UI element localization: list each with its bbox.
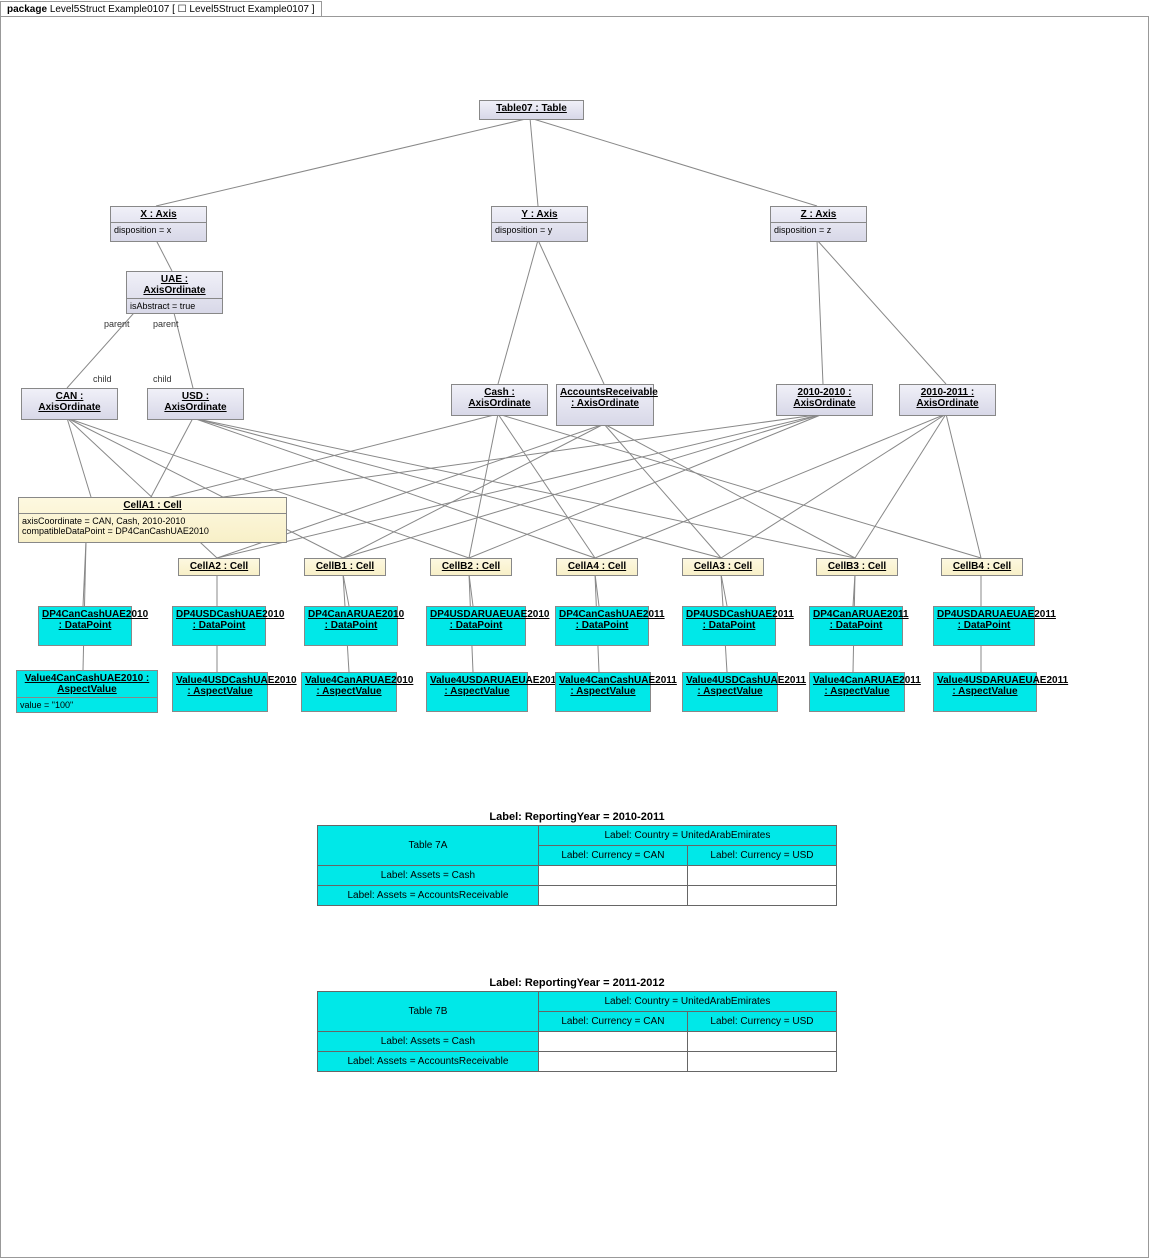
diagram-canvas: Table07 : Table X : Axisdisposition = x Y … <box>0 16 1149 1258</box>
node-cB2: CellB2 : Cell <box>430 558 512 576</box>
label-child: child <box>93 374 112 384</box>
table-7a-name: Table 7A <box>318 826 539 866</box>
node-cB4: CellB4 : Cell <box>941 558 1023 576</box>
table-7a-country: Label: Country = UnitedArabEmirates <box>538 826 836 846</box>
table-7a-caption: Label: ReportingYear = 2010-2011 <box>317 811 837 823</box>
package-tab: package Level5Struct Example0107 [ ☐ Lev… <box>0 1 322 17</box>
node-dp6: DP4USDCashUAE2011 : DataPoint <box>682 606 776 646</box>
node-z: Z : Axisdisposition = z <box>770 206 867 242</box>
node-cA2: CellA2 : Cell <box>178 558 260 576</box>
table-7b-cash: Label: Assets = Cash <box>318 1032 539 1052</box>
node-cB1: CellB1 : Cell <box>304 558 386 576</box>
node-av8: Value4USDARUAEUAE2011 : AspectValue <box>933 672 1037 712</box>
node-cA4: CellA4 : Cell <box>556 558 638 576</box>
node-x: X : Axisdisposition = x <box>110 206 207 242</box>
node-ar: AccountsReceivable : AxisOrdinate <box>556 384 654 426</box>
table-7b-cell <box>687 1052 836 1072</box>
node-cash: Cash : AxisOrdinate <box>451 384 548 416</box>
node-av3: Value4CanARUAE2010 : AspectValue <box>301 672 397 712</box>
table-7a-cell <box>538 866 687 886</box>
table-7b-cell <box>538 1052 687 1072</box>
node-p10: 2010-2010 : AxisOrdinate <box>776 384 873 416</box>
node-dp8: DP4USDARUAEUAE2011 : DataPoint <box>933 606 1035 646</box>
node-av6: Value4USDCashUAE2011 : AspectValue <box>682 672 778 712</box>
table-7b-can: Label: Currency = CAN <box>538 1012 687 1032</box>
table-7b-cell <box>538 1032 687 1052</box>
node-dp4: DP4USDARUAEUAE2010 : DataPoint <box>426 606 526 646</box>
table-7a-cell <box>687 886 836 906</box>
node-dp1: DP4CanCashUAE2010 : DataPoint <box>38 606 132 646</box>
node-av2: Value4USDCashUAE2010 : AspectValue <box>172 672 268 712</box>
node-dp5: DP4CanCashUAE2011 : DataPoint <box>555 606 649 646</box>
table-7a-usd: Label: Currency = USD <box>687 846 836 866</box>
node-dp2: DP4USDCashUAE2010 : DataPoint <box>172 606 266 646</box>
node-cA1: CellA1 : CellaxisCoordinate = CAN, Cash,… <box>18 497 287 543</box>
table-7b-cell <box>687 1032 836 1052</box>
node-dp3: DP4CanARUAE2010 : DataPoint <box>304 606 398 646</box>
node-av1: Value4CanCashUAE2010 : AspectValuevalue … <box>16 670 158 713</box>
table-7b-usd: Label: Currency = USD <box>687 1012 836 1032</box>
table-7a-cash: Label: Assets = Cash <box>318 866 539 886</box>
node-av5: Value4CanCashUAE2011 : AspectValue <box>555 672 651 712</box>
table-7b: Label: ReportingYear = 2011-2012 Table 7… <box>317 977 837 1072</box>
node-usd: USD : AxisOrdinate <box>147 388 244 420</box>
label-child: child <box>153 374 172 384</box>
node-p11: 2010-2011 : AxisOrdinate <box>899 384 996 416</box>
table-7a-cell <box>538 886 687 906</box>
node-table07: Table07 : Table <box>479 100 584 120</box>
node-cB3: CellB3 : Cell <box>816 558 898 576</box>
node-av4: Value4USDARUAEUAE2010 : AspectValue <box>426 672 528 712</box>
node-cA3: CellA3 : Cell <box>682 558 764 576</box>
label-parent: parent <box>153 319 179 329</box>
table-7a-can: Label: Currency = CAN <box>538 846 687 866</box>
node-dp7: DP4CanARUAE2011 : DataPoint <box>809 606 903 646</box>
table-7b-ar: Label: Assets = AccountsReceivable <box>318 1052 539 1072</box>
table-7a-cell <box>687 866 836 886</box>
table-7b-caption: Label: ReportingYear = 2011-2012 <box>317 977 837 989</box>
node-uae: UAE : AxisOrdinateisAbstract = true <box>126 271 223 314</box>
node-av7: Value4CanARUAE2011 : AspectValue <box>809 672 905 712</box>
table-7b-name: Table 7B <box>318 992 539 1032</box>
node-can: CAN : AxisOrdinate <box>21 388 118 420</box>
table-7a-ar: Label: Assets = AccountsReceivable <box>318 886 539 906</box>
label-parent: parent <box>104 319 130 329</box>
table-7a: Label: ReportingYear = 2010-2011 Table 7… <box>317 811 837 906</box>
node-y: Y : Axisdisposition = y <box>491 206 588 242</box>
table-7b-country: Label: Country = UnitedArabEmirates <box>538 992 836 1012</box>
